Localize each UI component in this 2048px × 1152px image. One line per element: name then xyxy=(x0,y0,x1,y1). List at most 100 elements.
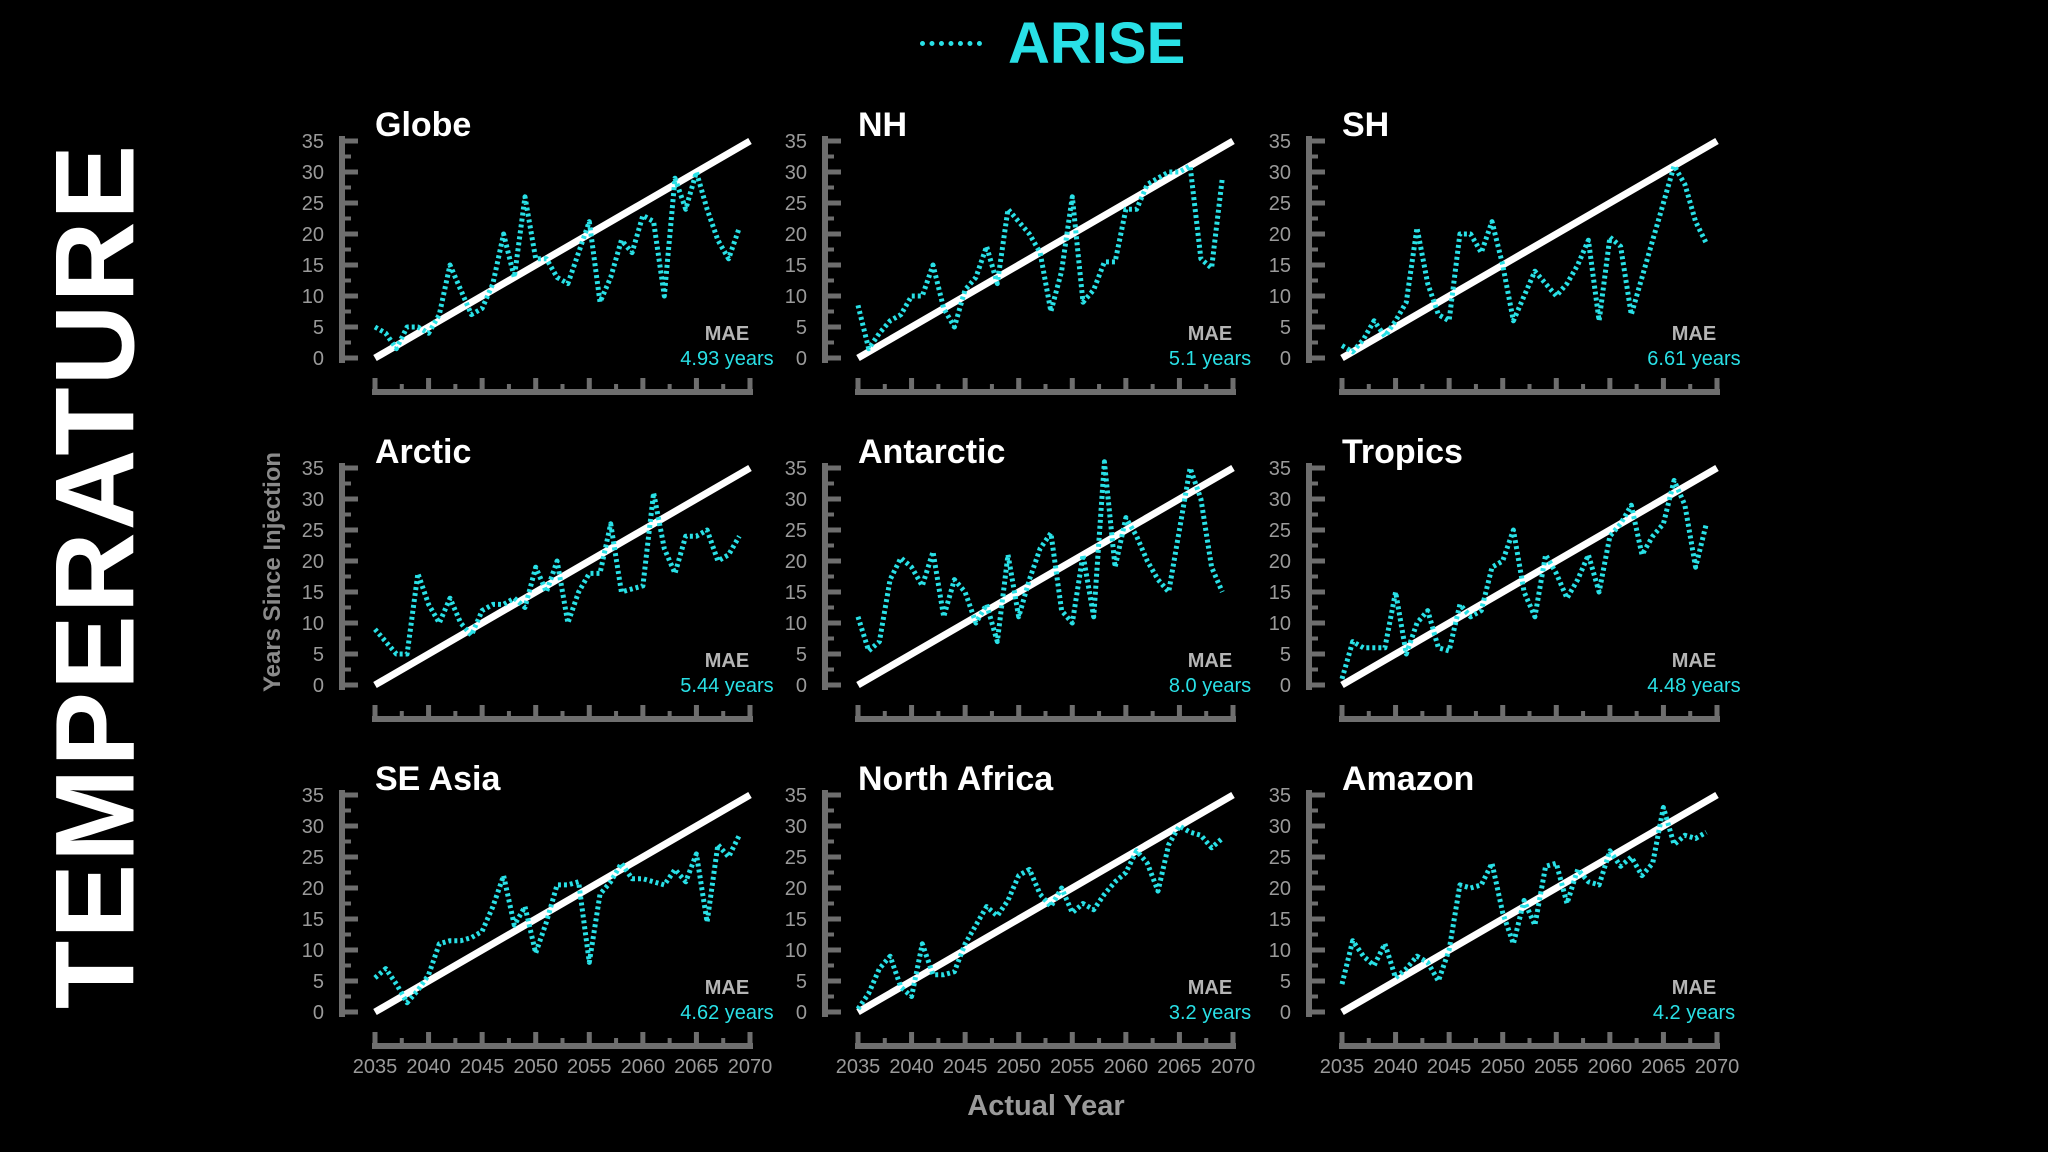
x-tick-label: 2045 xyxy=(460,1056,505,1078)
y-tick-label: 15 xyxy=(785,909,807,931)
y-tick-label: 25 xyxy=(302,520,324,542)
reference-line xyxy=(373,464,752,689)
x-tick-label: 2065 xyxy=(1641,1056,1686,1078)
y-tick-label: 25 xyxy=(302,193,324,215)
x-tick-label: 2045 xyxy=(943,1056,988,1078)
mae-value: 4.62 years xyxy=(680,1002,773,1024)
x-tick-label: 2040 xyxy=(406,1056,451,1078)
panel-title: Globe xyxy=(375,106,471,144)
x-tick-label: 2060 xyxy=(621,1056,666,1078)
y-tick-label: 15 xyxy=(785,582,807,604)
y-tick-label: 10 xyxy=(1269,613,1291,635)
y-tick-label: 15 xyxy=(302,909,324,931)
mae-label: MAE xyxy=(705,650,749,672)
x-tick-label: 2055 xyxy=(1050,1056,1095,1078)
mae-label: MAE xyxy=(705,977,749,999)
y-tick-label: 0 xyxy=(1280,1002,1291,1024)
y-tick-label: 5 xyxy=(796,644,807,666)
y-tick-label: 35 xyxy=(1269,785,1291,807)
panel-se-asia: 0 5 10 15 20 25 30 35 2035 2040 2045 2050 2055 2060 20… xyxy=(302,760,774,1078)
series-line-arise xyxy=(1340,163,1709,355)
y-tick-label: 20 xyxy=(1269,551,1291,573)
mae-label: MAE xyxy=(1672,977,1716,999)
y-tick-label: 25 xyxy=(785,520,807,542)
y-tick-label: 5 xyxy=(313,971,324,993)
series-line-arise xyxy=(1339,804,1708,985)
y-tick-label: 30 xyxy=(302,489,324,511)
reference-line xyxy=(1340,137,1719,362)
panel-title: Amazon xyxy=(1342,760,1474,798)
y-tick-label: 15 xyxy=(785,255,807,277)
x-tick-label: 2040 xyxy=(1373,1056,1418,1078)
mae-value: 5.1 years xyxy=(1169,348,1251,370)
y-tick-label: 5 xyxy=(1280,971,1291,993)
y-tick-label: 30 xyxy=(302,816,324,838)
panel-north-africa: 0 5 10 15 20 25 30 35 2035 2040 2045 2050 2055 2060 20… xyxy=(785,760,1256,1078)
y-tick-label: 0 xyxy=(796,1002,807,1024)
panel-title: SE Asia xyxy=(375,760,501,798)
panel-antarctic: 0 5 10 15 20 25 30 35 Antarctic MAE 8.0 years xyxy=(785,433,1251,722)
series-line-arise xyxy=(373,490,742,657)
y-tick-label: 35 xyxy=(1269,131,1291,153)
y-tick-label: 20 xyxy=(785,551,807,573)
x-axis-label: Actual Year xyxy=(967,1090,1124,1122)
x-tick-label: 2060 xyxy=(1104,1056,1149,1078)
x-tick-label: 2045 xyxy=(1427,1056,1472,1078)
panel-title: NH xyxy=(858,106,907,144)
panels: 0 5 10 15 20 25 30 35 Globe MAE 4.93 years 0 5 10 15 20… xyxy=(302,106,1741,1078)
panel-title: Arctic xyxy=(375,433,471,471)
y-tick-label: 30 xyxy=(302,162,324,184)
y-tick-label: 0 xyxy=(313,1002,324,1024)
series-line-arise xyxy=(855,459,1225,654)
mae-label: MAE xyxy=(1188,650,1232,672)
y-tick-label: 0 xyxy=(1280,348,1291,370)
y-tick-label: 20 xyxy=(302,224,324,246)
panel-title: North Africa xyxy=(858,760,1054,798)
y-tick-label: 20 xyxy=(1269,878,1291,900)
y-tick-label: 20 xyxy=(302,551,324,573)
y-tick-label: 15 xyxy=(302,255,324,277)
mae-value: 4.2 years xyxy=(1653,1002,1735,1024)
x-tick-label: 2065 xyxy=(1157,1056,1202,1078)
x-tick-label: 2055 xyxy=(1534,1056,1579,1078)
y-tick-label: 30 xyxy=(785,162,807,184)
y-tick-label: 30 xyxy=(785,489,807,511)
y-tick-label: 5 xyxy=(1280,644,1291,666)
y-tick-label: 20 xyxy=(1269,224,1291,246)
y-tick-label: 35 xyxy=(302,458,324,480)
panel-globe: 0 5 10 15 20 25 30 35 Globe MAE 4.93 years xyxy=(302,106,774,395)
x-tick-label: 2070 xyxy=(1211,1056,1256,1078)
y-tick-label: 35 xyxy=(302,131,324,153)
panel-title: Tropics xyxy=(1342,433,1463,471)
series-line-arise xyxy=(855,163,1225,352)
reference-line xyxy=(856,137,1235,362)
x-tick-label: 2050 xyxy=(1480,1056,1525,1078)
y-tick-label: 5 xyxy=(313,317,324,339)
mae-label: MAE xyxy=(705,323,749,345)
x-tick-label: 2070 xyxy=(1695,1056,1740,1078)
x-tick-label: 2050 xyxy=(996,1056,1041,1078)
mae-value: 6.61 years xyxy=(1647,348,1740,370)
y-tick-label: 20 xyxy=(785,878,807,900)
y-tick-label: 30 xyxy=(785,816,807,838)
y-tick-label: 30 xyxy=(1269,489,1291,511)
mae-label: MAE xyxy=(1672,323,1716,345)
y-tick-label: 20 xyxy=(785,224,807,246)
y-tick-label: 15 xyxy=(302,582,324,604)
y-tick-label: 0 xyxy=(796,675,807,697)
y-tick-label: 10 xyxy=(1269,286,1291,308)
y-tick-label: 15 xyxy=(1269,909,1291,931)
series-line-arise xyxy=(373,169,742,352)
panel-title: SH xyxy=(1342,106,1389,144)
panel-tropics: 0 5 10 15 20 25 30 35 Tropics MAE 4.48 years xyxy=(1269,433,1741,722)
y-tick-label: 10 xyxy=(1269,940,1291,962)
mae-value: 4.48 years xyxy=(1647,675,1740,697)
y-axis-label: Years Since Injection xyxy=(259,452,286,692)
y-tick-label: 10 xyxy=(302,613,324,635)
x-tick-label: 2050 xyxy=(513,1056,558,1078)
mae-label: MAE xyxy=(1188,323,1232,345)
y-tick-label: 25 xyxy=(1269,520,1291,542)
y-tick-label: 5 xyxy=(1280,317,1291,339)
x-tick-label: 2035 xyxy=(353,1056,398,1078)
